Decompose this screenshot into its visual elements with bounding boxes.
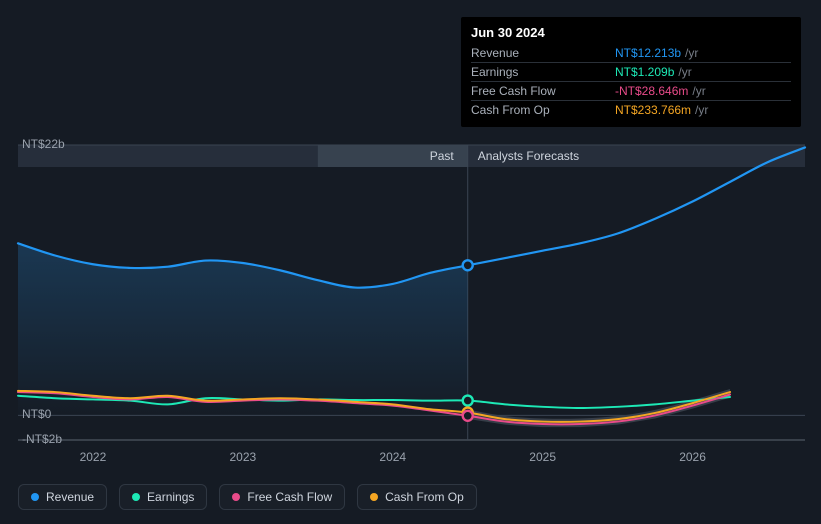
legend-item-cash-from-op[interactable]: Cash From Op [357,484,477,510]
tooltip-row-value: NT$1.209b/yr [615,63,791,82]
x-tick-label: 2026 [679,450,706,464]
tooltip-row-label: Cash From Op [471,101,615,120]
tooltip-row: RevenueNT$12.213b/yr [471,44,791,63]
tooltip-title: Jun 30 2024 [471,25,791,40]
legend-item-revenue[interactable]: Revenue [18,484,107,510]
legend-item-earnings[interactable]: Earnings [119,484,207,510]
tooltip-row-label: Revenue [471,44,615,63]
x-tick-label: 2023 [229,450,256,464]
tooltip-row-label: Earnings [471,63,615,82]
legend-dot-icon [31,493,39,501]
earnings-revenue-chart: NT$22b NT$0 -NT$2b 2022 2023 2024 2025 2026 Pa… [0,0,821,524]
legend-item-label: Revenue [46,490,94,504]
legend-dot-icon [132,493,140,501]
y-tick-label: NT$22b [22,137,65,151]
tooltip-row-value: NT$233.766m/yr [615,101,791,120]
legend-item-label: Free Cash Flow [247,490,332,504]
legend-dot-icon [370,493,378,501]
section-label-forecast: Analysts Forecasts [478,149,579,163]
tooltip-row-value: NT$12.213b/yr [615,44,791,63]
x-tick-label: 2024 [379,450,406,464]
tooltip-row: EarningsNT$1.209b/yr [471,63,791,82]
tooltip-row-label: Free Cash Flow [471,82,615,101]
tooltip-row: Cash From OpNT$233.766m/yr [471,101,791,120]
y-tick-label: NT$0 [22,407,51,421]
tooltip-row: Free Cash Flow-NT$28.646m/yr [471,82,791,101]
chart-legend: Revenue Earnings Free Cash Flow Cash From O… [18,484,477,510]
legend-item-label: Earnings [147,490,194,504]
hover-tooltip: Jun 30 2024 RevenueNT$12.213b/yrEarnings… [461,17,801,127]
x-tick-label: 2022 [80,450,107,464]
section-label-past: Past [430,149,454,163]
y-tick-label: -NT$2b [22,432,62,446]
legend-dot-icon [232,493,240,501]
legend-item-label: Cash From Op [385,490,464,504]
legend-item-free-cash-flow[interactable]: Free Cash Flow [219,484,345,510]
x-tick-label: 2025 [529,450,556,464]
tooltip-row-value: -NT$28.646m/yr [615,82,791,101]
